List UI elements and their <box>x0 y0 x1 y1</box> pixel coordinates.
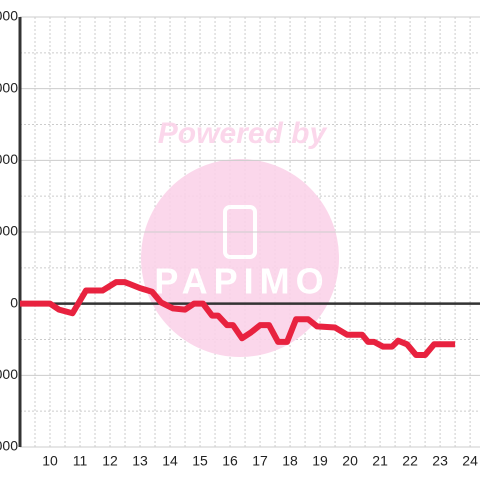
x-tick-label: 12 <box>102 453 118 469</box>
x-tick-label: 11 <box>73 453 88 469</box>
x-tick-label: 19 <box>312 453 328 469</box>
x-tick-label: 15 <box>192 453 208 469</box>
data-line <box>20 279 456 359</box>
x-tick-label: 13 <box>132 453 148 469</box>
y-tick-label: -6,000 <box>0 438 18 454</box>
y-tick-label: -3,000 <box>0 366 18 382</box>
x-tick-label: 16 <box>222 453 238 469</box>
y-tick-label: 3,000 <box>0 223 18 239</box>
watermark-text: PAPIMO <box>154 261 329 302</box>
x-tick-label: 18 <box>282 453 298 469</box>
grid <box>20 17 480 447</box>
x-tick-label: 14 <box>162 453 178 469</box>
y-tick-label: 12,000 <box>0 8 18 24</box>
y-tick-label: 0 <box>10 294 18 310</box>
x-tick-label: 20 <box>342 453 358 469</box>
x-tick-label: 22 <box>402 453 418 469</box>
x-tick-label: 23 <box>432 453 448 469</box>
x-tick-label: 10 <box>42 453 58 469</box>
y-tick-label: 9,000 <box>0 79 18 95</box>
x-tick-label: 24 <box>462 453 478 469</box>
watermark-text: Powered by <box>158 117 328 150</box>
y-tick-label: 6,000 <box>0 151 18 167</box>
x-tick-label: 21 <box>372 453 388 469</box>
x-tick-label: 17 <box>252 453 268 469</box>
